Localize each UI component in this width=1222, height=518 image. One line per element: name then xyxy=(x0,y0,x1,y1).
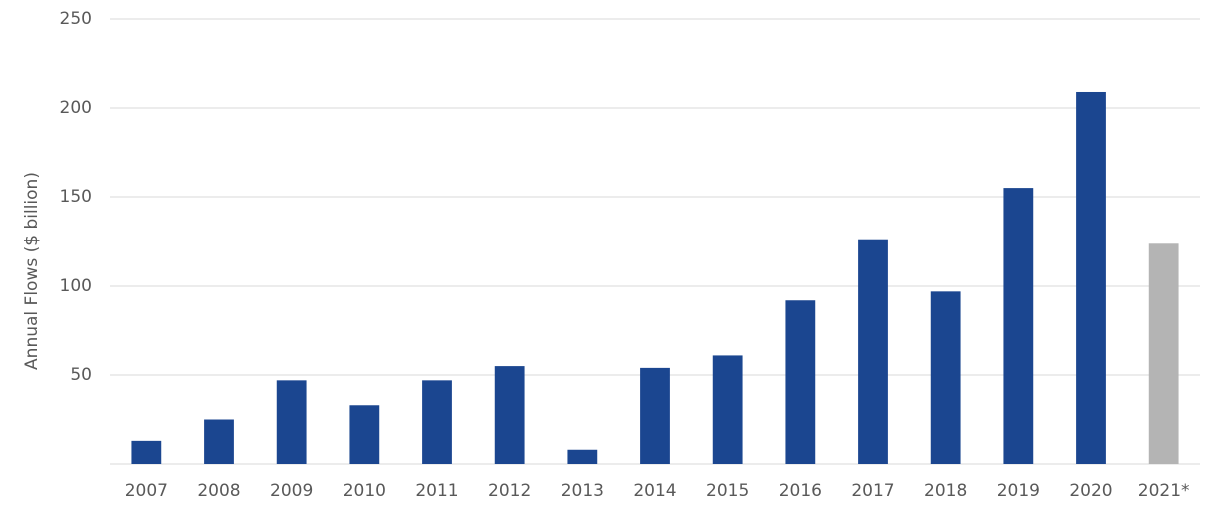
y-tick-label: 150 xyxy=(60,187,92,207)
x-tick-label: 2021* xyxy=(1138,481,1190,501)
x-tick-label: 2007 xyxy=(125,481,168,501)
x-tick-label: 2011 xyxy=(415,481,458,501)
x-tick-label: 2020 xyxy=(1069,481,1112,501)
x-tick-label: 2012 xyxy=(488,481,531,501)
bar xyxy=(1003,188,1034,464)
bar xyxy=(1148,243,1179,464)
bar xyxy=(567,449,598,464)
y-tick-label: 100 xyxy=(60,276,92,296)
bar xyxy=(422,380,452,464)
y-tick-label: 200 xyxy=(60,98,92,118)
x-tick-label: 2014 xyxy=(633,481,676,501)
x-tick-label: 2008 xyxy=(197,481,240,501)
bar xyxy=(858,239,888,464)
x-tick-label: 2019 xyxy=(997,481,1040,501)
bar xyxy=(204,419,234,464)
x-tick-label: 2015 xyxy=(706,481,749,501)
y-axis-label: Annual Flows ($ billion) xyxy=(22,172,42,370)
x-tick-label: 2017 xyxy=(851,481,894,501)
bar xyxy=(640,367,670,464)
y-tick-label: 250 xyxy=(60,9,92,29)
bar xyxy=(930,291,961,464)
x-tick-label: 2018 xyxy=(924,481,967,501)
bar xyxy=(131,440,162,464)
bar xyxy=(785,300,816,464)
bar xyxy=(712,355,743,464)
y-tick-label: 50 xyxy=(70,365,92,385)
x-tick-label: 2009 xyxy=(270,481,313,501)
x-tick-label: 2013 xyxy=(561,481,604,501)
bar xyxy=(349,405,380,464)
bar xyxy=(1076,91,1106,464)
x-tick-label: 2010 xyxy=(343,481,386,501)
bar xyxy=(494,366,525,464)
bar xyxy=(276,380,307,464)
x-tick-label: 2016 xyxy=(779,481,822,501)
